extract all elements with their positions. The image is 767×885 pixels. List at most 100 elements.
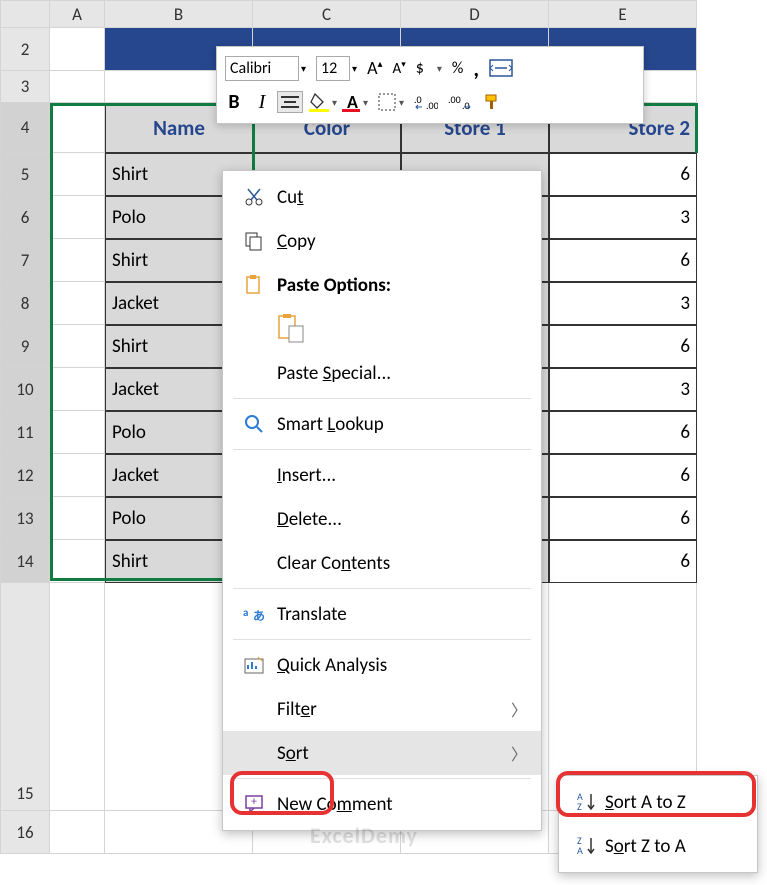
ctx-smart-lookup[interactable]: Smart Lookup <box>223 402 541 446</box>
row-header-7[interactable]: 7 <box>0 239 50 282</box>
cell-store2-10[interactable]: 3 <box>549 368 697 411</box>
bold-button[interactable]: B <box>221 88 247 116</box>
column-headers-row: A B C D E <box>0 0 767 28</box>
sort-az-icon: AZ <box>571 791 605 813</box>
ctx-quick-analysis[interactable]: Quick Analysis <box>223 643 541 687</box>
cell-store2-8[interactable]: 3 <box>549 282 697 325</box>
ctx-paste-options-label: Paste Options: <box>271 274 527 297</box>
decrease-font-icon[interactable]: A▾ <box>389 57 410 80</box>
row-header-15[interactable]: 15 <box>0 583 50 811</box>
ctx-clear-contents[interactable]: Clear Contents <box>223 541 541 585</box>
ctx-cut-label: Cut <box>271 186 527 209</box>
row-header-6[interactable]: 6 <box>0 196 50 239</box>
cell-a16[interactable] <box>50 811 105 854</box>
cell-store2-6[interactable]: 3 <box>549 196 697 239</box>
row-header-12[interactable]: 12 <box>0 454 50 497</box>
increase-decimal-icon[interactable]: .0.00 <box>410 91 442 113</box>
cell-store2-7[interactable]: 6 <box>549 239 697 282</box>
row-header-4[interactable]: 4 <box>0 103 50 153</box>
ctx-sort[interactable]: Sort 〉 <box>223 731 541 775</box>
cell-a5[interactable] <box>50 153 105 196</box>
row-header-8[interactable]: 8 <box>0 282 50 325</box>
align-center-button[interactable] <box>277 91 303 113</box>
font-name-combo[interactable]: ▾ <box>221 54 310 83</box>
cell-a15[interactable] <box>50 583 105 811</box>
mini-toolbar: ▾ ▾ A▴ A▾ $ % , B I A .0.00 .00.0 <box>216 46 644 124</box>
col-header-c[interactable]: C <box>253 0 401 28</box>
cell-a2[interactable] <box>50 28 105 71</box>
cell-a8[interactable] <box>50 282 105 325</box>
ctx-clear-label: Clear Contents <box>271 552 527 575</box>
format-painter-icon[interactable] <box>478 90 508 114</box>
svg-text:.0: .0 <box>414 93 422 106</box>
cell-a6[interactable] <box>50 196 105 239</box>
ctx-paste-default[interactable] <box>223 307 541 351</box>
font-color-button[interactable]: A <box>343 89 372 115</box>
ctx-quick-analysis-label: Quick Analysis <box>271 654 527 677</box>
cell-a9[interactable] <box>50 325 105 368</box>
cell-a13[interactable] <box>50 497 105 540</box>
cell-a3[interactable] <box>50 71 105 103</box>
percent-format-icon[interactable]: % <box>448 57 467 80</box>
ctx-sep-1 <box>233 398 531 399</box>
italic-button[interactable]: I <box>249 89 275 116</box>
select-all-corner[interactable] <box>0 0 50 28</box>
cell-store2-9[interactable]: 6 <box>549 325 697 368</box>
ctx-paste-special-label: Paste Special... <box>271 362 527 385</box>
cell-store2-13[interactable]: 6 <box>549 497 697 540</box>
comma-format-icon[interactable]: , <box>469 53 483 84</box>
cell-a12[interactable] <box>50 454 105 497</box>
row-header-13[interactable]: 13 <box>0 497 50 540</box>
ctx-new-comment[interactable]: + New Comment <box>223 782 541 826</box>
ctx-translate-label: Translate <box>271 603 527 626</box>
row-header-3[interactable]: 3 <box>0 71 50 103</box>
cell-a7[interactable] <box>50 239 105 282</box>
watermark: ExcelDemy <box>310 822 418 849</box>
ctx-insert[interactable]: Insert... <box>223 453 541 497</box>
cell-a11[interactable] <box>50 411 105 454</box>
col-header-e[interactable]: E <box>549 0 697 28</box>
quick-analysis-icon <box>237 655 271 675</box>
ctx-paste-special[interactable]: Paste Special... <box>223 351 541 395</box>
font-size-combo[interactable]: ▾ <box>312 54 361 83</box>
row-header-14[interactable]: 14 <box>0 540 50 583</box>
cell-store2-5[interactable]: 6 <box>549 153 697 196</box>
cell-a4[interactable] <box>50 103 105 153</box>
cell-a10[interactable] <box>50 368 105 411</box>
row-header-11[interactable]: 11 <box>0 411 50 454</box>
ctx-cut[interactable]: Cut <box>223 175 541 219</box>
row-header-16[interactable]: 16 <box>0 811 50 854</box>
sub-sort-az-label: Sort A to Z <box>605 791 686 814</box>
fill-color-button[interactable] <box>305 90 341 114</box>
row-header-10[interactable]: 10 <box>0 368 50 411</box>
row-header-2[interactable]: 2 <box>0 28 50 71</box>
row-header-9[interactable]: 9 <box>0 325 50 368</box>
col-header-a[interactable]: A <box>50 0 105 28</box>
ctx-translate[interactable]: aあ Translate <box>223 592 541 636</box>
cell-store2-12[interactable]: 6 <box>549 454 697 497</box>
sort-submenu: AZ Sort A to Z ZA Sort Z to A <box>558 775 758 873</box>
sub-sort-az[interactable]: AZ Sort A to Z <box>559 780 757 824</box>
ctx-copy[interactable]: Copy <box>223 219 541 263</box>
ctx-filter[interactable]: Filter 〉 <box>223 687 541 731</box>
accounting-format-icon[interactable]: $ <box>412 57 428 80</box>
increase-font-icon[interactable]: A▴ <box>363 55 386 81</box>
ctx-sep-4 <box>233 639 531 640</box>
col-header-b[interactable]: B <box>105 0 253 28</box>
sub-sort-za[interactable]: ZA Sort Z to A <box>559 824 757 868</box>
merge-center-icon[interactable] <box>485 57 517 79</box>
col-header-d[interactable]: D <box>401 0 549 28</box>
ctx-new-comment-label: New Comment <box>271 793 527 816</box>
borders-button[interactable] <box>374 91 408 113</box>
cell-a14[interactable] <box>50 540 105 583</box>
row-header-5[interactable]: 5 <box>0 153 50 196</box>
cell-store2-11[interactable]: 6 <box>549 411 697 454</box>
cut-icon <box>237 187 271 207</box>
cell-store2-14[interactable]: 6 <box>549 540 697 583</box>
chevron-right-icon: 〉 <box>511 697 527 721</box>
ctx-delete[interactable]: Delete... <box>223 497 541 541</box>
svg-text:あ: あ <box>253 609 265 624</box>
accounting-dropdown[interactable] <box>430 60 446 77</box>
decrease-decimal-icon[interactable]: .00.0 <box>444 91 476 113</box>
ctx-sep-5 <box>233 778 531 779</box>
